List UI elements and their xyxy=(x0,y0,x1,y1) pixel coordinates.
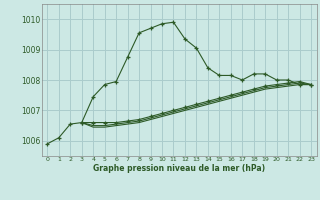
X-axis label: Graphe pression niveau de la mer (hPa): Graphe pression niveau de la mer (hPa) xyxy=(93,164,265,173)
